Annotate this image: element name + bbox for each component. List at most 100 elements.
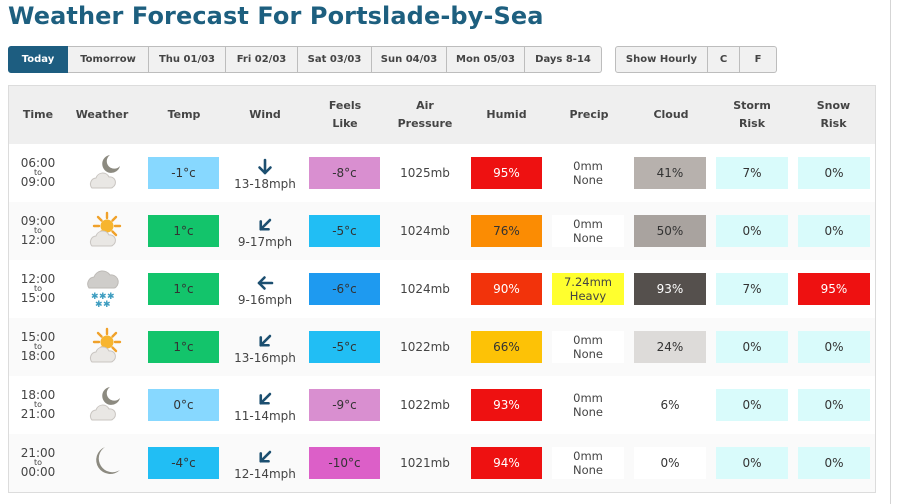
precip-amount: 0mm xyxy=(573,333,603,347)
time-to: 21:00 xyxy=(20,407,56,421)
svg-text:✱: ✱ xyxy=(107,292,115,302)
time-to-word: to xyxy=(33,284,43,293)
show-hourly-button[interactable]: Show Hourly xyxy=(615,46,708,73)
wind-cell: 9-16mph xyxy=(225,270,305,310)
pressure-cell: 1021mb xyxy=(400,456,450,470)
tab-fri-02-03[interactable]: Fri 02/03 xyxy=(226,46,298,73)
time-to: 15:00 xyxy=(20,291,56,305)
precip-type: None xyxy=(572,173,603,187)
wind-cell: 13-18mph xyxy=(225,154,305,194)
precip-amount: 0mm xyxy=(573,159,603,173)
precip-type: None xyxy=(572,347,603,361)
column-header-cloud: Cloud xyxy=(653,108,689,121)
table-row: 15:00 to 18:00 1°c 13-16mph -5°c 1022mb 66% 0mm N… xyxy=(9,318,875,376)
time-to-word: to xyxy=(33,400,43,409)
pressure-cell: 1025mb xyxy=(400,166,450,180)
column-header-air-pressure: Air Pressure xyxy=(397,99,453,130)
svg-text:✱: ✱ xyxy=(99,292,107,302)
temp-cell: -1°c xyxy=(148,157,219,189)
column-header-precip: Precip xyxy=(569,108,609,121)
unit-c-button[interactable]: C xyxy=(708,46,740,73)
humidity-cell: 66% xyxy=(471,331,542,363)
snow-risk-cell: 0% xyxy=(798,447,870,479)
time-from: 09:00 xyxy=(20,214,56,228)
cloud-sun-icon xyxy=(83,326,123,368)
storm-risk-cell: 0% xyxy=(716,215,788,247)
tab-sat-03-03[interactable]: Sat 03/03 xyxy=(298,46,372,73)
time-from: 18:00 xyxy=(20,388,56,402)
wind-speed: 12-14mph xyxy=(234,466,296,481)
humidity-cell: 93% xyxy=(471,389,542,421)
table-row: 18:00 to 21:00 0°c 11-14mph -9°c 1022mb 93% 0mm N… xyxy=(9,376,875,434)
cloud-cell: 50% xyxy=(634,215,706,247)
precip-type: None xyxy=(572,405,603,419)
tab-today[interactable]: Today xyxy=(8,46,68,73)
snow-risk-cell: 95% xyxy=(798,273,870,305)
wind-speed: 13-16mph xyxy=(234,350,296,365)
precip-cell: 0mm None xyxy=(552,389,624,421)
time-to-word: to xyxy=(33,342,43,351)
cloud-moon-icon xyxy=(83,152,123,194)
storm-risk-cell: 0% xyxy=(716,331,788,363)
table-row: 12:00 to 15:00 ✱ ✱ ✱ ✱ ✱ 1°c 9-16mph -6°c 1024mb 90%… xyxy=(9,260,875,318)
pressure-cell: 1022mb xyxy=(400,398,450,412)
snow-risk-cell: 0% xyxy=(798,331,870,363)
svg-text:✱: ✱ xyxy=(95,300,103,310)
humidity-cell: 95% xyxy=(471,157,542,189)
display-options: Show Hourly C F xyxy=(615,46,777,73)
tab-sun-04-03[interactable]: Sun 04/03 xyxy=(372,46,447,73)
unit-f-button[interactable]: F xyxy=(740,46,777,73)
precip-cell: 0mm None xyxy=(552,215,624,247)
cloud-moon-icon xyxy=(83,384,123,426)
tab-days-8-14[interactable]: Days 8-14 xyxy=(525,46,602,73)
moon-icon xyxy=(83,442,123,484)
wind-direction-icon xyxy=(256,390,274,409)
column-header-humid: Humid xyxy=(486,108,527,121)
page-divider xyxy=(890,0,891,504)
time-to-word: to xyxy=(33,168,43,177)
time-to: 12:00 xyxy=(20,233,56,247)
wind-cell: 9-17mph xyxy=(225,212,305,252)
time-from: 06:00 xyxy=(20,156,56,170)
storm-risk-cell: 7% xyxy=(716,273,788,305)
table-row: 06:00 to 09:00 -1°c 13-18mph -8°c 1025mb 95% 0mm… xyxy=(9,144,875,202)
wind-cell: 13-16mph xyxy=(225,328,305,368)
time-to: 09:00 xyxy=(20,175,56,189)
storm-risk-cell: 0% xyxy=(716,447,788,479)
time-from: 15:00 xyxy=(20,330,56,344)
precip-amount: 0mm xyxy=(573,449,603,463)
precip-type: Heavy xyxy=(569,289,607,303)
pressure-cell: 1022mb xyxy=(400,340,450,354)
tab-thu-01-03[interactable]: Thu 01/03 xyxy=(149,46,226,73)
temp-cell: 1°c xyxy=(148,215,219,247)
precip-type: None xyxy=(572,231,603,245)
feels-like-cell: -8°c xyxy=(309,157,380,189)
storm-risk-cell: 0% xyxy=(716,389,788,421)
column-header-time: Time xyxy=(22,108,54,121)
svg-text:✱: ✱ xyxy=(91,292,99,302)
feels-like-cell: -6°c xyxy=(309,273,380,305)
time-cell: 09:00 to 12:00 xyxy=(9,202,67,260)
cloud-cell: 0% xyxy=(634,447,706,479)
time-from: 12:00 xyxy=(20,272,56,286)
cloud-cell: 24% xyxy=(634,331,706,363)
table-row: 21:00 to 00:00 -4°c 12-14mph -10°c 1021mb 94% 0m… xyxy=(9,434,875,492)
time-to-word: to xyxy=(33,458,43,467)
tab-mon-05-03[interactable]: Mon 05/03 xyxy=(447,46,525,73)
precip-amount: 0mm xyxy=(573,217,603,231)
humidity-cell: 94% xyxy=(471,447,542,479)
feels-like-cell: -5°c xyxy=(309,215,380,247)
feels-like-cell: -5°c xyxy=(309,331,380,363)
wind-direction-icon xyxy=(256,448,274,467)
time-cell: 15:00 to 18:00 xyxy=(9,318,67,376)
precip-cell: 0mm None xyxy=(552,331,624,363)
time-to-word: to xyxy=(33,226,43,235)
storm-risk-cell: 7% xyxy=(716,157,788,189)
forecast-table: Time Weather Temp Wind Feels Like Air Pressur… xyxy=(8,85,876,493)
tab-tomorrow[interactable]: Tomorrow xyxy=(68,46,149,73)
wind-speed: 13-18mph xyxy=(234,176,296,191)
wind-direction-icon xyxy=(256,274,274,293)
time-cell: 06:00 to 09:00 xyxy=(9,144,67,202)
time-from: 21:00 xyxy=(20,446,56,460)
wind-direction-icon xyxy=(256,332,274,351)
